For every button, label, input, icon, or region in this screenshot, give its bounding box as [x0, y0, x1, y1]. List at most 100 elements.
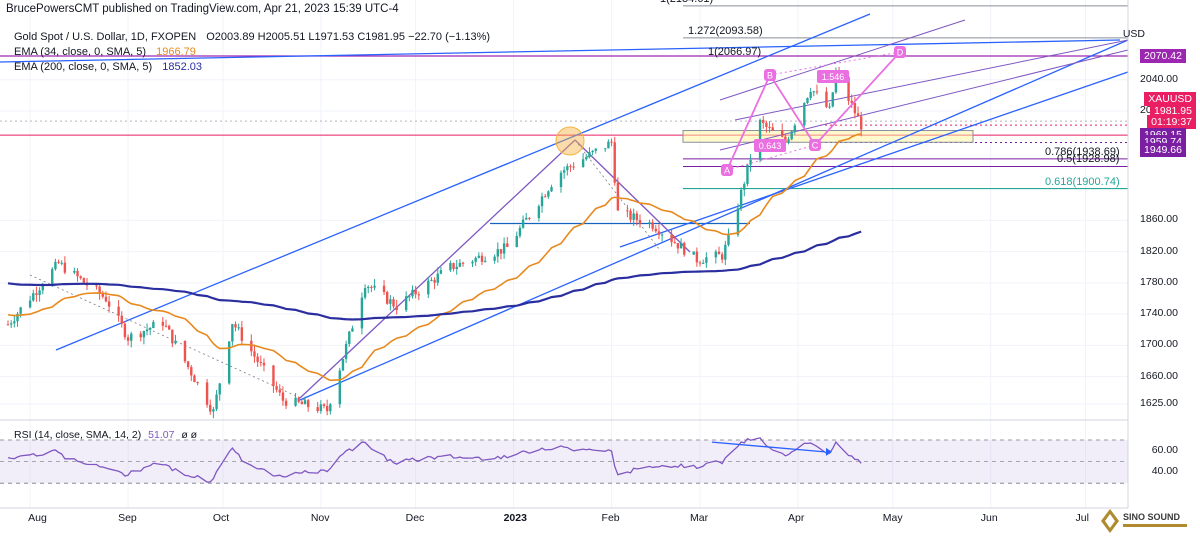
candle-body — [638, 219, 642, 224]
candle-body — [528, 217, 531, 219]
fork-lower — [719, 49, 1129, 151]
candle-body — [499, 249, 503, 254]
candle-body — [676, 243, 680, 249]
symbol-name: Gold Spot / U.S. Dollar, 1D, FXOPEN — [14, 31, 197, 43]
currency-label: USD — [1122, 28, 1145, 40]
candle-body — [790, 131, 793, 140]
ema200-line — [7, 230, 862, 321]
candle-body — [348, 331, 351, 344]
candle-body — [483, 260, 487, 262]
time-tick: Oct — [212, 512, 230, 524]
candle-body — [705, 257, 708, 263]
candle-body — [256, 356, 259, 362]
candle-body — [404, 296, 408, 311]
ema34-value: 1966.79 — [156, 46, 196, 58]
candle-body — [411, 289, 414, 297]
candle-body — [793, 125, 797, 132]
time-tick: Jul — [1075, 512, 1089, 524]
candle-body — [414, 289, 417, 295]
rsi-panel — [0, 419, 1128, 484]
candle-body — [430, 279, 433, 281]
candle-body — [60, 262, 63, 264]
candle-body — [319, 404, 323, 412]
candle-body — [749, 159, 752, 165]
candle-body — [190, 367, 193, 376]
candle-body — [389, 299, 392, 304]
candle-body — [63, 262, 67, 273]
candle-body — [439, 270, 443, 274]
rsi-line — [7, 437, 862, 483]
time-tick: Aug — [28, 512, 47, 524]
candle-body — [82, 278, 86, 283]
candle-body — [76, 270, 79, 277]
candle-body — [853, 102, 857, 114]
price-tag: XAUUSD — [1144, 92, 1196, 107]
candle-body — [35, 293, 38, 295]
candle-body — [657, 231, 661, 235]
abcd-line — [726, 51, 901, 171]
candle-body — [806, 97, 809, 103]
candle-body — [525, 217, 528, 220]
candle-body — [648, 222, 651, 224]
candle-body — [259, 361, 262, 363]
price-tick: 1860.00 — [1140, 213, 1178, 226]
candle-body — [13, 321, 16, 324]
candle-body — [714, 251, 718, 258]
rsi-tick: 60.00 — [1151, 443, 1178, 456]
candle-body — [698, 262, 702, 264]
ratio-badge — [754, 139, 786, 152]
candle-body — [781, 130, 784, 137]
logo-mark-icon: SINO SOUND — [1101, 509, 1187, 533]
candle-body — [550, 187, 553, 192]
candle-body — [787, 139, 790, 143]
candle-body — [95, 285, 98, 287]
candle-body — [581, 159, 585, 167]
candle-body — [262, 362, 266, 366]
ema34-label: EMA (34, close, 0, SMA, 5) — [14, 46, 147, 58]
candle-body — [392, 299, 395, 307]
candle-body — [762, 119, 765, 123]
candle-body — [32, 293, 35, 301]
candle-body — [275, 386, 278, 390]
candle-body — [16, 313, 19, 322]
candle-body — [6, 324, 10, 326]
candle-body — [167, 325, 171, 330]
candle-body — [161, 321, 165, 326]
candle-body — [847, 76, 850, 101]
candle-body — [408, 296, 411, 298]
ratio-label: 0.643 — [759, 141, 782, 151]
candle-body — [149, 327, 152, 330]
candle-body — [493, 256, 496, 261]
candle-body — [231, 324, 234, 342]
candle-body — [228, 341, 231, 384]
candle-body — [828, 106, 831, 108]
candle-body — [186, 361, 190, 368]
candle-body — [683, 242, 686, 255]
ema200-label: EMA (200, close, 0, SMA, 5) — [14, 61, 153, 73]
candlestick-series — [6, 66, 863, 419]
candle-body — [436, 273, 439, 283]
candle-body — [196, 382, 199, 384]
fork-middle — [734, 39, 1129, 121]
candle-body — [237, 327, 240, 329]
candle-body — [702, 262, 705, 264]
candle-body — [449, 263, 452, 271]
candle-body — [746, 164, 749, 185]
candle-body — [215, 394, 218, 410]
ohlc-values: O2003.89 H2005.51 L1971.53 C1981.95 −22.… — [206, 31, 491, 43]
candle-body — [130, 333, 133, 341]
candle-body — [240, 327, 244, 341]
candle-body — [139, 333, 142, 338]
rsi-extra: ø ø — [181, 429, 198, 441]
candle-body — [250, 340, 253, 352]
candle-body — [253, 351, 256, 357]
candle-body — [562, 170, 566, 173]
candle-body — [566, 166, 569, 171]
candle-body — [547, 191, 550, 197]
rsi-arrow-icon — [826, 447, 832, 456]
ema34-line — [7, 133, 862, 382]
candle-body — [79, 276, 82, 279]
grid-lines — [0, 0, 1128, 508]
candle-body — [316, 407, 319, 412]
